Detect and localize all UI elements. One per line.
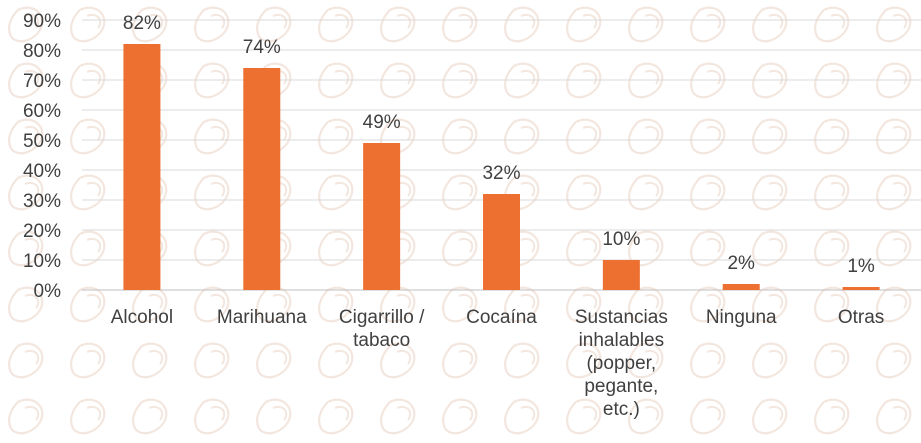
data-label: 74% xyxy=(243,37,281,58)
y-tick-label: 80% xyxy=(23,41,61,62)
y-tick-label: 20% xyxy=(23,221,61,242)
bar xyxy=(722,284,760,290)
y-tick-label: 0% xyxy=(34,281,62,302)
x-category-label: Otras xyxy=(838,307,884,328)
x-category-line: pegante, xyxy=(584,376,658,397)
bars xyxy=(123,44,880,290)
y-axis-ticks: 0% 10% 20% 30% 40% 50% 60% 70% 80% 90% xyxy=(23,11,61,302)
data-label: 32% xyxy=(482,163,520,184)
x-category-line: etc.) xyxy=(603,399,640,420)
y-tick-label: 30% xyxy=(23,191,61,212)
x-axis-categories: Alcohol Marihuana Cigarrillo / tabaco Cocaín… xyxy=(111,307,885,420)
data-label: 2% xyxy=(727,253,755,274)
x-category-line: tabaco xyxy=(353,330,410,351)
x-category-line: inhalables xyxy=(579,330,665,351)
x-category-line: Otras xyxy=(838,307,884,328)
bar xyxy=(483,194,520,290)
data-label: 10% xyxy=(602,229,640,250)
bar xyxy=(123,44,161,290)
data-label: 1% xyxy=(847,256,875,277)
y-tick-label: 10% xyxy=(23,251,61,272)
y-tick-label: 60% xyxy=(23,101,61,122)
bar xyxy=(602,260,640,290)
x-category-line: Marihuana xyxy=(217,307,307,328)
x-category-label: Ninguna xyxy=(706,307,777,328)
x-category-line: Cigarrillo / xyxy=(339,307,425,328)
data-labels: 82% 74% 49% 32% 10% 2% 1% xyxy=(123,13,875,277)
x-category-label: Cigarrillo / tabaco xyxy=(339,307,425,351)
bar xyxy=(243,68,281,290)
x-category-line: Alcohol xyxy=(111,307,173,328)
data-label: 49% xyxy=(363,112,401,133)
x-category-label: Cocaína xyxy=(466,307,537,328)
y-tick-label: 70% xyxy=(23,71,61,92)
bar xyxy=(842,287,880,290)
y-tick-label: 40% xyxy=(23,161,61,182)
x-category-line: Ninguna xyxy=(706,307,777,328)
data-label: 82% xyxy=(123,13,161,34)
x-category-line: Cocaína xyxy=(466,307,537,328)
y-tick-label: 50% xyxy=(23,131,61,152)
x-category-line: (popper, xyxy=(586,353,656,374)
bar xyxy=(363,143,401,290)
x-category-line: Sustancias xyxy=(575,307,668,328)
x-category-label: Sustancias inhalables (popper, pegante, etc.… xyxy=(575,307,668,420)
x-category-label: Marihuana xyxy=(217,307,307,328)
y-tick-label: 90% xyxy=(23,11,61,32)
x-category-label: Alcohol xyxy=(111,307,173,328)
